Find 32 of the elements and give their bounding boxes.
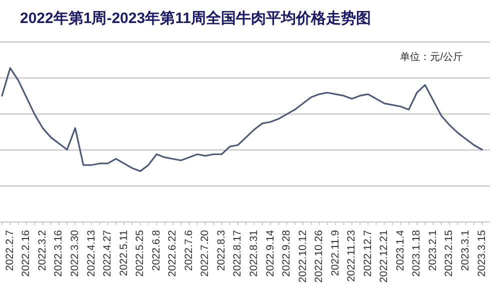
x-tick-label: 2022.8.31 xyxy=(248,230,260,277)
x-tick-label: 2022.11.23 xyxy=(346,230,358,282)
x-tick-label: 2022.10.12 xyxy=(296,230,309,283)
chart-title: 2022年第1周-2023年第11周全国牛肉平均价格走势图 xyxy=(20,10,371,27)
text: 单位：元/公斤 xyxy=(400,51,463,63)
x-tick-label: 2022.8.3 xyxy=(215,230,228,271)
x-tick-label: 2022.2.7 xyxy=(4,230,16,271)
x-tick-label: 2022.8.17 xyxy=(232,230,244,277)
x-tick-label: 2023.2.15 xyxy=(443,230,456,277)
x-tick-label: 2022.12.21 xyxy=(378,230,390,283)
x-tick-label: 2022.11.9 xyxy=(329,230,342,276)
x-tick-label: 2022.7.6 xyxy=(182,230,195,271)
x-tick-label: 2022.3.2 xyxy=(36,230,48,271)
x-tick-label: 2022.10.26 xyxy=(313,230,326,283)
x-tick-label: 2023.3.1 xyxy=(460,230,472,271)
x-tick-label: 2022.5.11 xyxy=(118,230,130,276)
x-tick-label: 2023.2.1 xyxy=(426,230,439,271)
x-tick-label: 2022.5.25 xyxy=(134,230,146,277)
x-tick-label: 2022.3.16 xyxy=(52,230,65,277)
x-tick-label: 2022.2.16 xyxy=(20,230,32,277)
x-tick-label: 2022.6.8 xyxy=(150,230,162,271)
x-tick-label: 2022.6.22 xyxy=(166,230,179,277)
x-tick-label: 2022.9.28 xyxy=(280,230,293,277)
x-tick-label: 2022.4.27 xyxy=(102,230,114,277)
x-tick-label: 2022.12.7 xyxy=(362,230,374,277)
x-tick-label: 2022.3.30 xyxy=(69,230,81,277)
x-tick-label: 2023.1.18 xyxy=(410,230,423,277)
x-tick-label: 2023.1.4 xyxy=(394,230,406,271)
x-tick-label: 2022.4.13 xyxy=(85,230,98,277)
x-tick-label: 2023.3.15 xyxy=(476,230,488,277)
x-tick-label: 2022.9.14 xyxy=(264,230,276,277)
x-tick-label: 2022.7.20 xyxy=(199,230,212,277)
